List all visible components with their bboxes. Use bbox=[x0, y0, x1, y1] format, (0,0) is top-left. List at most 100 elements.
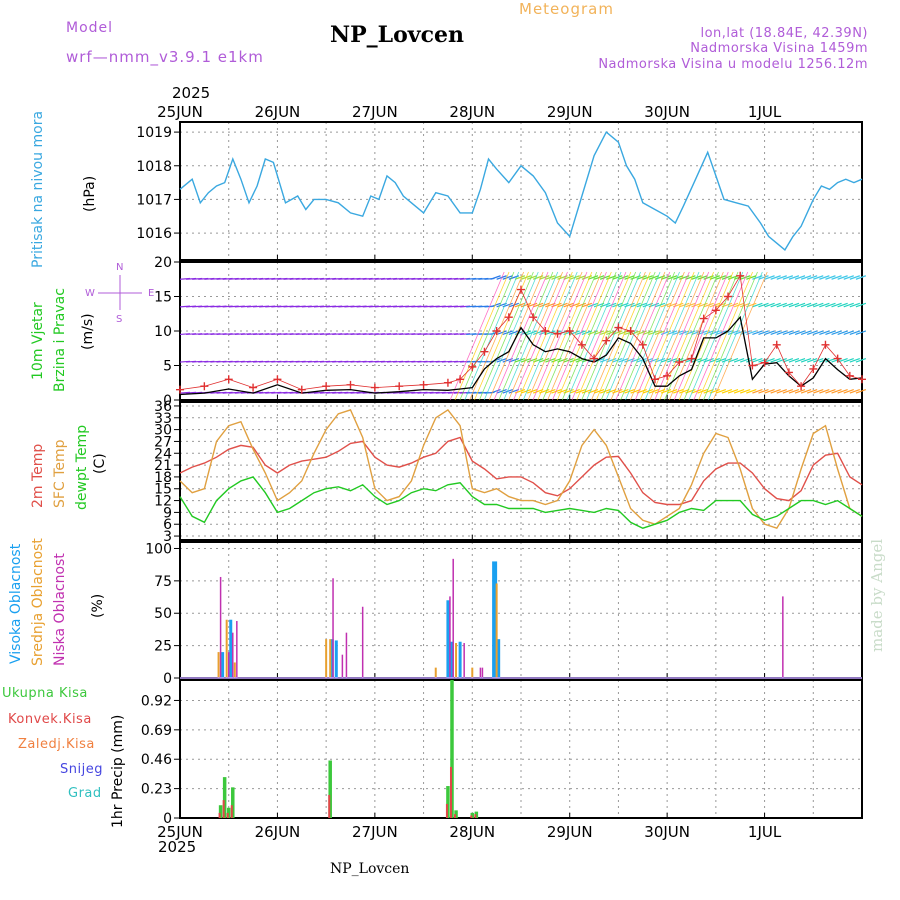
high-cloud-bar bbox=[221, 652, 225, 678]
wind-barb bbox=[721, 275, 733, 280]
wind-streak bbox=[620, 271, 676, 401]
wind-streak bbox=[522, 271, 578, 401]
chart-title: NP_Lovcen bbox=[330, 22, 464, 48]
wind-barb bbox=[612, 275, 623, 280]
wind-barb bbox=[703, 389, 714, 394]
footer-title: NP_Lovcen bbox=[330, 861, 410, 877]
total-precip-bar bbox=[222, 777, 227, 818]
wind-barb bbox=[727, 302, 739, 308]
wind-barb bbox=[727, 389, 739, 394]
y-tick-label: 6 bbox=[163, 517, 172, 533]
wind-barb bbox=[813, 330, 824, 336]
wind-barb bbox=[849, 302, 861, 308]
wind-barb bbox=[806, 275, 818, 280]
wind-barb bbox=[794, 302, 806, 308]
wind-barb bbox=[520, 389, 532, 394]
wind-barb bbox=[660, 357, 672, 363]
x-tick-label-top: 1JUL bbox=[748, 103, 782, 121]
wind-barb bbox=[831, 389, 842, 394]
wind-barb bbox=[776, 275, 787, 280]
total-precip-bar bbox=[218, 805, 223, 818]
y-tick-label: 15 bbox=[154, 482, 172, 498]
wind-barb bbox=[654, 330, 666, 336]
wind-barb bbox=[691, 389, 702, 394]
wind-streak bbox=[595, 271, 651, 401]
wind-barb bbox=[709, 302, 720, 308]
wind-streak bbox=[464, 271, 520, 401]
wind-barb bbox=[636, 302, 647, 308]
y-tick-label: 5 bbox=[163, 359, 172, 375]
wind-barb bbox=[758, 389, 769, 394]
y-tick-label: 15 bbox=[154, 290, 172, 306]
wind-streak bbox=[503, 271, 559, 401]
wind-barb bbox=[764, 275, 775, 280]
wind-barb bbox=[587, 302, 599, 308]
mid-cloud-bar bbox=[455, 643, 458, 678]
wind-barb bbox=[508, 330, 520, 336]
wind-streak bbox=[703, 271, 758, 401]
wind-barb bbox=[849, 389, 861, 394]
wind-barb bbox=[733, 302, 745, 308]
x-tick-label-bottom: 25JUN bbox=[157, 823, 203, 841]
total-precip-bar bbox=[454, 810, 458, 818]
wind-barb bbox=[673, 275, 684, 280]
wind-barb bbox=[642, 330, 653, 336]
wind-barb bbox=[666, 357, 678, 363]
y-tick-label: 0.92 bbox=[141, 693, 172, 709]
wind-gust-streaks bbox=[449, 271, 768, 401]
pressure-line bbox=[179, 131, 863, 251]
compass-e: E bbox=[148, 288, 155, 299]
wind-barb bbox=[563, 275, 574, 280]
wind-barb bbox=[545, 330, 556, 336]
wind-streak bbox=[659, 271, 715, 401]
y-tick-label: 20 bbox=[154, 255, 172, 271]
mid-cloud-bar bbox=[329, 639, 332, 678]
wind-streak bbox=[600, 271, 656, 401]
wind-barb bbox=[697, 275, 708, 280]
wind-streak bbox=[469, 271, 525, 401]
wind-barb bbox=[606, 302, 617, 308]
wind-barb bbox=[788, 357, 800, 363]
wind-barb bbox=[575, 275, 587, 280]
wind-streak bbox=[552, 271, 607, 401]
wind-streak bbox=[508, 271, 563, 401]
wind-barb bbox=[776, 330, 787, 336]
y-tick-label: 0 bbox=[163, 811, 172, 827]
wind-streak bbox=[712, 271, 768, 401]
wind-barb bbox=[636, 357, 647, 363]
x-tick-label-top: 25JUN bbox=[157, 103, 203, 121]
x-tick-label-top: 28JUN bbox=[449, 103, 495, 121]
high-cloud-bar bbox=[450, 641, 454, 678]
wind-barb bbox=[642, 389, 653, 394]
wind-barb bbox=[508, 389, 520, 394]
y-tick-label: 1017 bbox=[136, 192, 172, 208]
wind-barb bbox=[752, 357, 763, 363]
wind-barb bbox=[545, 389, 556, 394]
wind-barb bbox=[788, 330, 800, 336]
legend-frozen-precip: Zaledj.Kisa bbox=[18, 737, 95, 752]
wind-barb bbox=[733, 389, 745, 394]
wind-streak bbox=[459, 271, 515, 401]
wind-barb bbox=[727, 330, 739, 336]
wind-barb bbox=[843, 389, 854, 394]
wind-barb bbox=[806, 330, 818, 336]
wind-barb bbox=[496, 357, 507, 363]
y-tick-label: 25 bbox=[154, 639, 172, 655]
wind-barb bbox=[800, 330, 812, 336]
wind-barb bbox=[630, 302, 641, 308]
wind-barb bbox=[587, 275, 599, 280]
wind-barb bbox=[849, 275, 861, 280]
x-tick-label-bottom: 30JUN bbox=[644, 823, 690, 841]
wind-barb bbox=[569, 330, 580, 336]
conv-precip-bar bbox=[222, 800, 225, 818]
wind-barb bbox=[831, 330, 842, 336]
wind-barb bbox=[843, 275, 854, 280]
y-tick-label: 0.46 bbox=[141, 752, 172, 768]
wind-streak bbox=[513, 271, 568, 401]
wind-barb bbox=[545, 357, 556, 363]
wind-barb bbox=[612, 357, 623, 363]
cloud-panel: 0 25 50 75 100 bbox=[145, 541, 863, 687]
y-tick-label: 1018 bbox=[136, 159, 172, 175]
x-tick-label-bottom: 26JUN bbox=[255, 823, 301, 841]
wind-barb bbox=[593, 330, 605, 336]
